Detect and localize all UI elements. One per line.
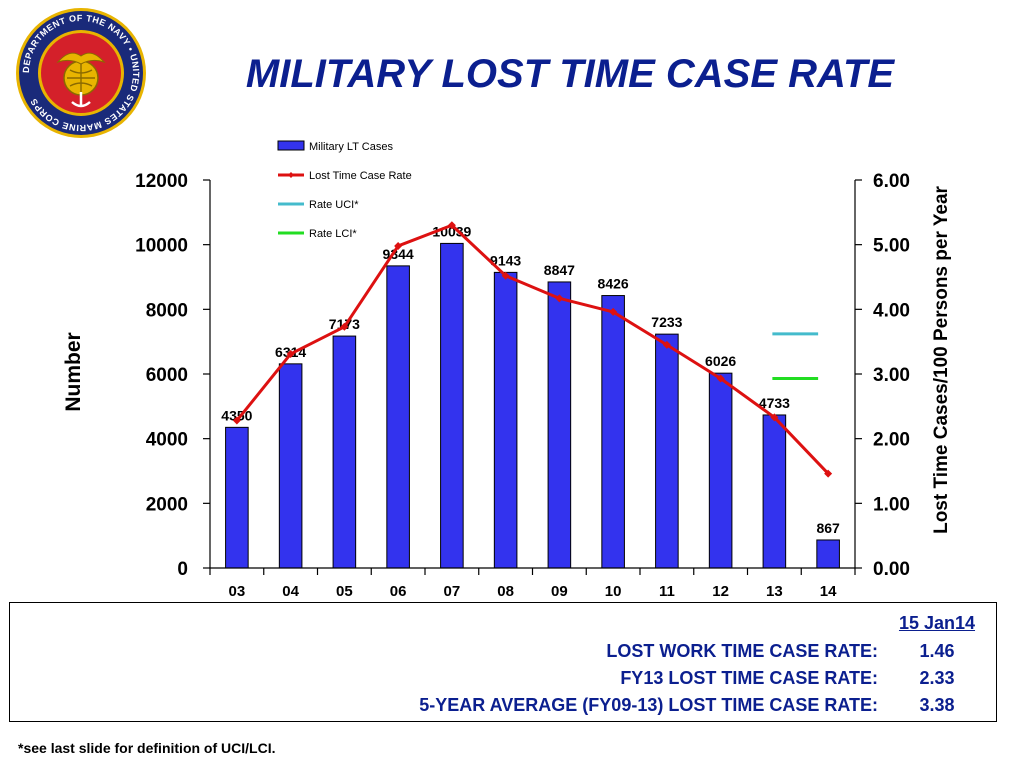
- bar-data-label: 8847: [544, 262, 575, 278]
- summary-box: 15 Jan14 LOST WORK TIME CASE RATE: 1.46 …: [9, 602, 997, 722]
- x-tick-label: 13: [766, 583, 783, 600]
- usmc-seal-icon: DEPARTMENT OF THE NAVY • UNITED STATES M…: [16, 8, 146, 138]
- summary-value: 2.33: [919, 668, 955, 688]
- y-tick-label: 0: [177, 559, 188, 580]
- bar-14: [816, 539, 840, 569]
- bar-data-label: 9143: [490, 252, 521, 268]
- rate-line: [235, 223, 830, 475]
- y2-tick-label: 0.00: [873, 559, 910, 580]
- summary-date: 15 Jan14: [898, 613, 976, 633]
- rate-point: [662, 340, 671, 349]
- summary-row: LOST WORK TIME CASE RATE: 1.46: [606, 641, 996, 662]
- y2-tick-label: 6.00: [873, 171, 910, 192]
- y2-tick-label: 3.00: [873, 365, 910, 386]
- rate-point: [340, 322, 349, 331]
- bar-data-label: 7233: [651, 314, 682, 330]
- summary-value: 3.38: [919, 695, 955, 715]
- legend-label: Lost Time Case Rate: [309, 170, 412, 182]
- x-tick-label: 03: [229, 583, 246, 600]
- rate-point: [716, 374, 725, 383]
- lost-time-case-rate-chart: 4350631471739344100399143884784267233602…: [62, 140, 952, 600]
- bar-08: [493, 271, 518, 569]
- y2-axis-label: Lost Time Cases/100 Persons per Year: [931, 185, 952, 533]
- y2-tick-label: 2.00: [873, 430, 910, 451]
- rate-point: [609, 307, 618, 316]
- y-tick-label: 2000: [146, 494, 188, 515]
- x-tick-label: 06: [390, 583, 407, 600]
- page-title: MILITARY LOST TIME CASE RATE: [245, 52, 895, 96]
- summary-row: 5-YEAR AVERAGE (FY09-13) LOST TIME CASE …: [419, 695, 996, 716]
- footnote: *see last slide for definition of UCI/LC…: [18, 740, 276, 756]
- chart-legend: Military LT Cases Lost Time Case Rate Rate…: [277, 140, 412, 240]
- bar-05: [332, 335, 357, 569]
- rate-point: [394, 241, 403, 250]
- bar-09: [547, 281, 572, 569]
- y2-tick-label: 5.00: [873, 236, 910, 257]
- bar-13: [762, 414, 787, 569]
- y-tick-label: 6000: [146, 365, 188, 386]
- x-tick-label: 07: [444, 583, 461, 600]
- rate-point: [824, 469, 833, 478]
- legend-label: Rate LCI*: [309, 228, 357, 240]
- summary-label: 5-YEAR AVERAGE (FY09-13) LOST TIME CASE …: [419, 695, 878, 715]
- y-tick-label: 10000: [135, 236, 188, 257]
- x-tick-label: 10: [605, 583, 622, 600]
- chart-axes: 0 2000 4000 6000 8000 10000 12000 0.00 1.00 2.00 3…: [62, 171, 952, 600]
- y2-tick-label: 4.00: [873, 300, 910, 321]
- y-tick-label: 8000: [146, 300, 188, 321]
- legend-swatch: [277, 140, 305, 151]
- summary-label: FY13 LOST TIME CASE RATE:: [620, 668, 878, 688]
- summary-value: 1.46: [919, 641, 955, 661]
- bar-data-label: 867: [816, 520, 840, 536]
- rate-point: [286, 349, 295, 358]
- x-tick-label: 08: [497, 583, 514, 600]
- bar-data-labels: 4350631471739344100399143884784267233602…: [221, 223, 840, 536]
- line-series: [232, 221, 833, 478]
- bar-series: [225, 242, 840, 569]
- bar-04: [278, 363, 303, 569]
- summary-label: LOST WORK TIME CASE RATE:: [606, 641, 878, 661]
- bar-data-label: 8426: [598, 276, 629, 292]
- rate-point: [555, 294, 564, 303]
- x-tick-label: 09: [551, 583, 568, 600]
- rate-point: [770, 413, 779, 422]
- bar-data-label: 6026: [705, 353, 736, 369]
- legend-label: Rate UCI*: [309, 199, 359, 211]
- summary-date-row: 15 Jan14: [878, 613, 996, 634]
- x-tick-label: 11: [659, 583, 675, 600]
- bar-12: [708, 372, 733, 569]
- bar-06: [386, 265, 410, 569]
- x-tick-label: 05: [336, 583, 353, 600]
- summary-row: FY13 LOST TIME CASE RATE: 2.33: [620, 668, 996, 689]
- bar-07: [440, 242, 464, 569]
- bar-03: [225, 426, 249, 569]
- rate-point: [232, 416, 241, 425]
- y-tick-label: 4000: [146, 430, 188, 451]
- bar-11: [655, 333, 679, 569]
- x-tick-label: 12: [712, 583, 729, 600]
- legend-marker: [288, 172, 294, 178]
- y2-tick-label: 1.00: [873, 494, 910, 515]
- y-axis-label: Number: [62, 332, 85, 411]
- bar-10: [601, 295, 625, 569]
- legend-label: Military LT Cases: [309, 141, 393, 153]
- bar-data-label: 4733: [759, 395, 790, 411]
- x-tick-label: 04: [282, 583, 299, 600]
- rate-point: [501, 271, 510, 280]
- rate-point: [447, 221, 456, 230]
- y-tick-label: 12000: [135, 171, 188, 192]
- x-tick-label: 14: [820, 583, 837, 600]
